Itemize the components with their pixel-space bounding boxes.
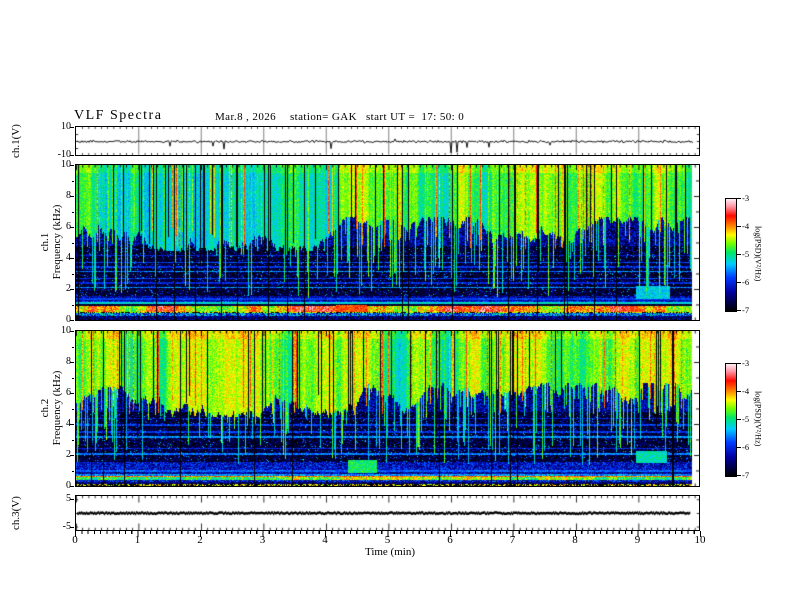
y-tick-label: 6 bbox=[66, 221, 71, 232]
y-tick bbox=[70, 526, 74, 528]
y-tick-label: 4 bbox=[66, 418, 71, 429]
y-tick bbox=[70, 424, 74, 425]
y-tick-label: 10 bbox=[61, 325, 71, 336]
x-tick-label: 5 bbox=[384, 534, 391, 546]
y-tick-label: -5 bbox=[62, 520, 71, 532]
y-tick bbox=[70, 127, 74, 128]
colorbar-tick bbox=[737, 310, 741, 311]
y-axis-label-ch1-voltage: ch.1(V) bbox=[10, 124, 22, 158]
colorbar-ch2 bbox=[725, 363, 737, 477]
colorbar-tick-label: -6 bbox=[742, 442, 750, 452]
colorbar-tick bbox=[737, 226, 741, 227]
colorbar-ch1 bbox=[725, 198, 737, 312]
y-tick-label: 8 bbox=[66, 356, 71, 367]
x-tick-label: 9 bbox=[634, 534, 641, 546]
y-tick-label: 4 bbox=[66, 252, 71, 263]
y-tick bbox=[70, 486, 74, 487]
y-tick bbox=[70, 320, 74, 321]
figure-title: VLF Spectra bbox=[74, 108, 163, 123]
y-minor-tick bbox=[71, 346, 74, 348]
ch3-voltage-trace bbox=[76, 496, 699, 530]
colorbar-tick bbox=[737, 282, 741, 283]
y-minor-tick bbox=[71, 470, 74, 472]
y-tick bbox=[70, 362, 74, 363]
y-minor-tick bbox=[71, 439, 74, 441]
x-tick-label: 8 bbox=[572, 534, 578, 546]
y-tick bbox=[70, 258, 74, 259]
colorbar-tick-label: -7 bbox=[742, 470, 750, 480]
colorbar-tick-label: -3 bbox=[742, 193, 750, 203]
y-minor-tick bbox=[71, 180, 74, 182]
y-tick-label: 10 bbox=[61, 159, 71, 170]
ch1-voltage-trace bbox=[76, 127, 699, 155]
x-tick-label: 1 bbox=[134, 534, 141, 546]
colorbar-tick-label: -7 bbox=[742, 305, 750, 315]
y-tick bbox=[70, 196, 74, 197]
colorbar-tick bbox=[737, 254, 741, 255]
y-tick bbox=[70, 499, 74, 501]
ch1-spectrogram-panel bbox=[75, 164, 700, 321]
ch2-spectrogram-image bbox=[76, 331, 699, 486]
x-tick-label: 10 bbox=[694, 534, 706, 546]
colorbar-tick-label: -4 bbox=[742, 221, 750, 231]
y-tick-label: 2 bbox=[66, 283, 71, 294]
y-tick-label: 0 bbox=[66, 480, 71, 491]
colorbar-label-ch2: log(PSD)(V²/Hz) bbox=[753, 391, 763, 447]
x-tick-label: 3 bbox=[259, 534, 266, 546]
y-minor-tick bbox=[71, 211, 74, 213]
y-tick bbox=[70, 331, 74, 332]
x-tick-label: 6 bbox=[447, 534, 453, 546]
y-tick-label: 0 bbox=[66, 314, 71, 325]
x-axis-title: Time (min) bbox=[364, 546, 415, 558]
x-tick-label: 0 bbox=[72, 534, 78, 546]
y-minor-tick bbox=[71, 273, 74, 275]
y-tick bbox=[70, 155, 74, 156]
y-minor-tick bbox=[71, 377, 74, 379]
figure-date: Mar.8 , 2026 bbox=[215, 111, 277, 123]
y-tick bbox=[70, 455, 74, 456]
y-minor-tick bbox=[71, 242, 74, 244]
ch3-voltage-panel bbox=[75, 495, 700, 531]
ch1-spectrogram-image bbox=[76, 165, 699, 320]
colorbar-tick-label: -3 bbox=[742, 358, 750, 368]
x-tick-label: 2 bbox=[197, 534, 203, 546]
colorbar-tick bbox=[737, 475, 741, 476]
colorbar-tick bbox=[737, 198, 741, 199]
y-tick bbox=[70, 393, 74, 394]
colorbar-tick bbox=[737, 391, 741, 392]
station-label: station= GAK bbox=[290, 111, 357, 123]
y-tick-label: -10 bbox=[57, 149, 71, 160]
y-tick bbox=[70, 227, 74, 228]
colorbar-tick-label: -6 bbox=[742, 277, 750, 287]
y-tick-label: 5 bbox=[66, 493, 71, 505]
y-axis-label-ch3-voltage: ch.3(V) bbox=[10, 496, 22, 530]
ch2-spectrogram-panel bbox=[75, 330, 700, 487]
y-minor-tick bbox=[71, 408, 74, 410]
colorbar-tick bbox=[737, 447, 741, 448]
colorbar-tick bbox=[737, 419, 741, 420]
y-minor-tick bbox=[71, 304, 74, 306]
colorbar-tick-label: -4 bbox=[742, 386, 750, 396]
start-ut-label: start UT = 17: 50: 0 bbox=[366, 111, 465, 123]
colorbar-tick bbox=[737, 363, 741, 364]
y-tick-label: 8 bbox=[66, 190, 71, 201]
y-tick-label: 6 bbox=[66, 387, 71, 398]
x-tick-label: 7 bbox=[509, 534, 516, 546]
y-tick-label: 2 bbox=[66, 449, 71, 460]
x-tick-label: 4 bbox=[322, 534, 328, 546]
colorbar-tick-label: -5 bbox=[742, 249, 750, 259]
x-axis-major-ticks bbox=[75, 531, 701, 537]
y-tick bbox=[70, 289, 74, 290]
colorbar-label-ch1: log(PSD)(V²/Hz) bbox=[753, 226, 763, 282]
y-tick-label: 10 bbox=[61, 121, 71, 132]
ch1-voltage-panel bbox=[75, 126, 700, 156]
colorbar-tick-label: -5 bbox=[742, 414, 750, 424]
y-tick bbox=[70, 165, 74, 166]
